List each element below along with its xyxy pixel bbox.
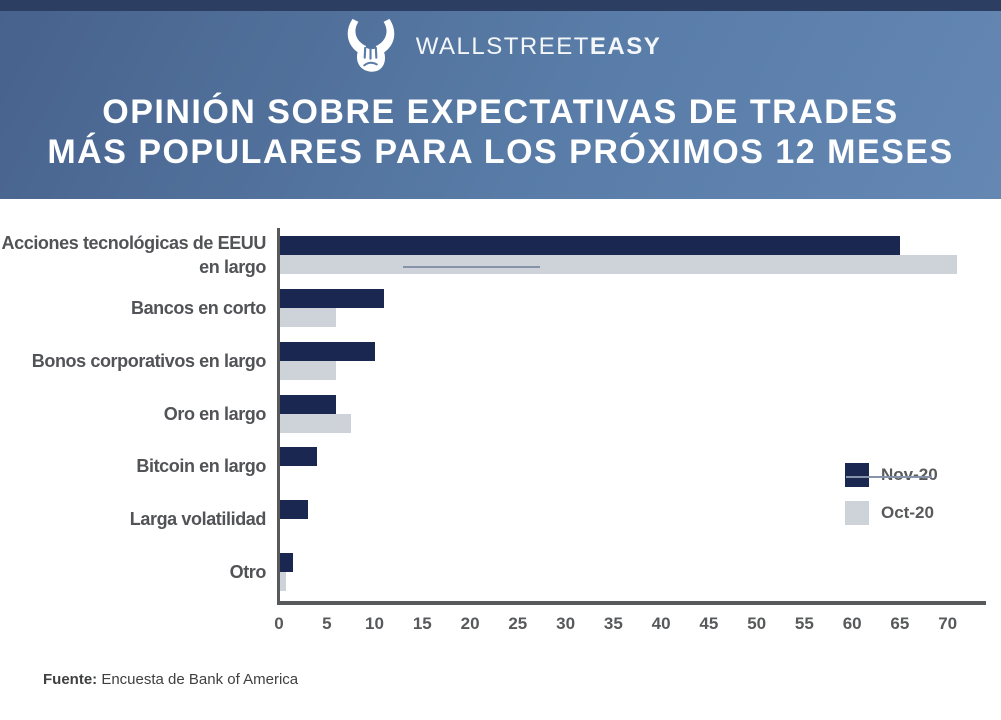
bar-nov-20 (279, 394, 337, 414)
bar-oct-20 (279, 572, 286, 592)
legend: Nov-20 Oct-20 (845, 463, 938, 539)
x-tick-label: 65 (890, 614, 910, 633)
bar-oct-20 (279, 360, 337, 380)
bar-nov-20 (279, 341, 375, 361)
bar-nov-20 (279, 553, 294, 573)
title-line-1: OPINIÓN SOBRE EXPECTATIVAS DE TRADES (102, 93, 899, 131)
x-tick-label: 35 (603, 614, 623, 633)
category-label: Larga volatilidad (129, 509, 267, 530)
header-top-strip (0, 0, 1001, 11)
category-label: Oro en largo (163, 403, 267, 424)
x-tick-label: 45 (699, 614, 719, 633)
artifact-line (846, 476, 932, 478)
page-title: OPINIÓN SOBRE EXPECTATIVAS DE TRADES MÁS… (0, 92, 1001, 172)
x-tick-label: 0 (274, 614, 284, 633)
x-tick-label: 10 (365, 614, 384, 633)
bar-nov-20 (279, 447, 318, 467)
category-label: Otro (229, 562, 267, 583)
legend-item: Nov-20 (845, 463, 938, 487)
category-label: Acciones tecnológicas de EEUU en largo (1, 233, 267, 277)
legend-swatch-icon (845, 463, 869, 487)
x-tick-label: 15 (412, 614, 432, 633)
x-axis-line (277, 601, 986, 605)
brand-name-light: WALLSTREET (415, 33, 590, 60)
category-label: Bancos en corto (130, 297, 266, 318)
brand-name: WALLSTREETEASY (416, 33, 662, 61)
legend-item: Oct-20 (845, 501, 938, 525)
x-tick-label: 70 (938, 614, 958, 633)
title-line-2: MÁS POPULARES PARA LOS PRÓXIMOS 12 MESES (47, 133, 954, 171)
source-label: Fuente: (43, 671, 98, 688)
x-tick-label: 5 (322, 614, 332, 633)
header-banner: WALLSTREETEASY OPINIÓN SOBRE EXPECTATIVA… (0, 0, 1001, 199)
legend-label: Oct-20 (881, 503, 934, 522)
category-label: Bonos corporativos en largo (31, 350, 267, 371)
x-tick-label: 60 (842, 614, 862, 633)
x-tick-label: 30 (556, 614, 576, 633)
x-tick-label: 20 (460, 614, 480, 633)
x-tick-label: 50 (747, 614, 767, 633)
legend-swatch-icon (845, 501, 869, 525)
source-text: Encuesta de Bank of America (97, 671, 299, 688)
x-tick-label: 25 (508, 614, 528, 633)
x-tick-label: 55 (794, 614, 814, 633)
legend-label: Nov-20 (881, 465, 938, 484)
x-tick-label: 40 (651, 614, 671, 633)
artifact-line (403, 266, 540, 268)
brand-name-bold: EASY (589, 33, 662, 60)
bar-nov-20 (279, 288, 385, 308)
bar-oct-20 (279, 413, 351, 433)
source-note: Fuente: Encuesta de Bank of America (43, 671, 298, 688)
bar-oct-20 (279, 255, 958, 274)
brand: WALLSTREETEASY (0, 16, 1001, 78)
bull-logo-icon (347, 18, 395, 72)
y-axis-line (277, 228, 280, 605)
bar-oct-20 (279, 307, 337, 327)
category-label: Bitcoin en largo (136, 456, 266, 477)
bar-nov-20 (279, 236, 900, 255)
bar-nov-20 (279, 500, 308, 520)
